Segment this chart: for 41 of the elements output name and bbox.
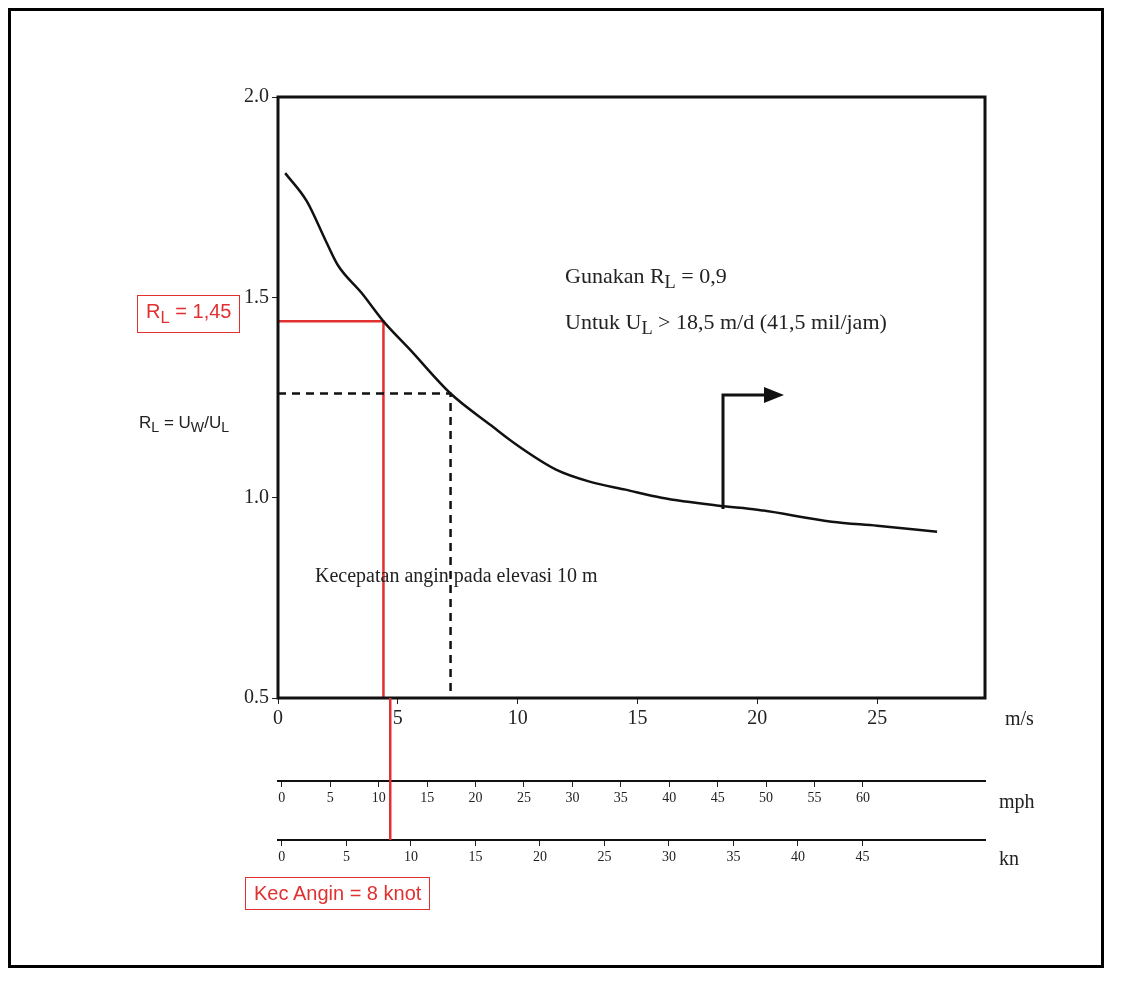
x-tick-label: 15 — [468, 849, 483, 865]
text: R$_{L}$ = 1,45 — [137, 295, 241, 333]
x2-tick-label: 25 — [517, 790, 531, 806]
x-tick-label: 20 — [747, 706, 768, 729]
y-tick-label: 1.0 — [244, 484, 269, 507]
x-tick-label: 40 — [790, 849, 805, 865]
x-tick-label: 45 — [855, 849, 870, 865]
y-tick-label: 1.5 — [244, 284, 269, 307]
x-tick-label: 5 — [342, 849, 350, 865]
x2-axis-title: mph — [999, 790, 1035, 814]
x-tick-label: 15 — [627, 706, 648, 729]
x-tick-label: 10 — [507, 706, 528, 729]
x-tick-label: 25 — [867, 706, 888, 729]
x2-tick-label: 20 — [468, 790, 483, 806]
x2-tick-label: 35 — [613, 790, 628, 806]
x-tick-label: 10 — [403, 849, 418, 865]
x2-tick-label: 45 — [710, 790, 725, 806]
annotation: Gunakan R$_{L}$ = 0,9 — [565, 263, 727, 294]
x2-tick-label: 10 — [371, 790, 386, 806]
x-tick-label: 0 — [273, 706, 283, 729]
y-axis-title: R$_{L}$ = U$_{W}$/U$_{L}$ — [139, 413, 230, 436]
x-tick-label: 30 — [661, 849, 676, 865]
x-tick-label: 20 — [532, 849, 547, 865]
x-axis-title: kn — [999, 847, 1019, 870]
x2-tick-label: 40 — [662, 790, 677, 806]
y-tick-label: 0.5 — [244, 685, 269, 708]
y-tick-label: 2.0 — [244, 84, 269, 107]
x2-tick-label: 5 — [326, 790, 334, 806]
x-axis-title: m/s — [1005, 707, 1035, 730]
x2-tick-label: 30 — [565, 790, 580, 806]
annotation: Untuk U$_{L}$ > 18,5 m/d (41,5 mil/jam) — [565, 309, 887, 340]
x2-tick-label: 15 — [420, 790, 435, 806]
x2-tick-label: 0 — [278, 790, 286, 806]
x-tick-label: 5 — [392, 706, 403, 729]
x2-tick-label: 60 — [855, 790, 870, 806]
text: Kec Angin = 8 knot — [245, 877, 431, 910]
x-tick-label: 25 — [597, 849, 612, 865]
x2-tick-label: 55 — [807, 790, 822, 806]
x2-tick-label: 50 — [759, 790, 774, 806]
x-tick-label: 35 — [726, 849, 741, 865]
x-tick-label: 0 — [278, 849, 286, 865]
